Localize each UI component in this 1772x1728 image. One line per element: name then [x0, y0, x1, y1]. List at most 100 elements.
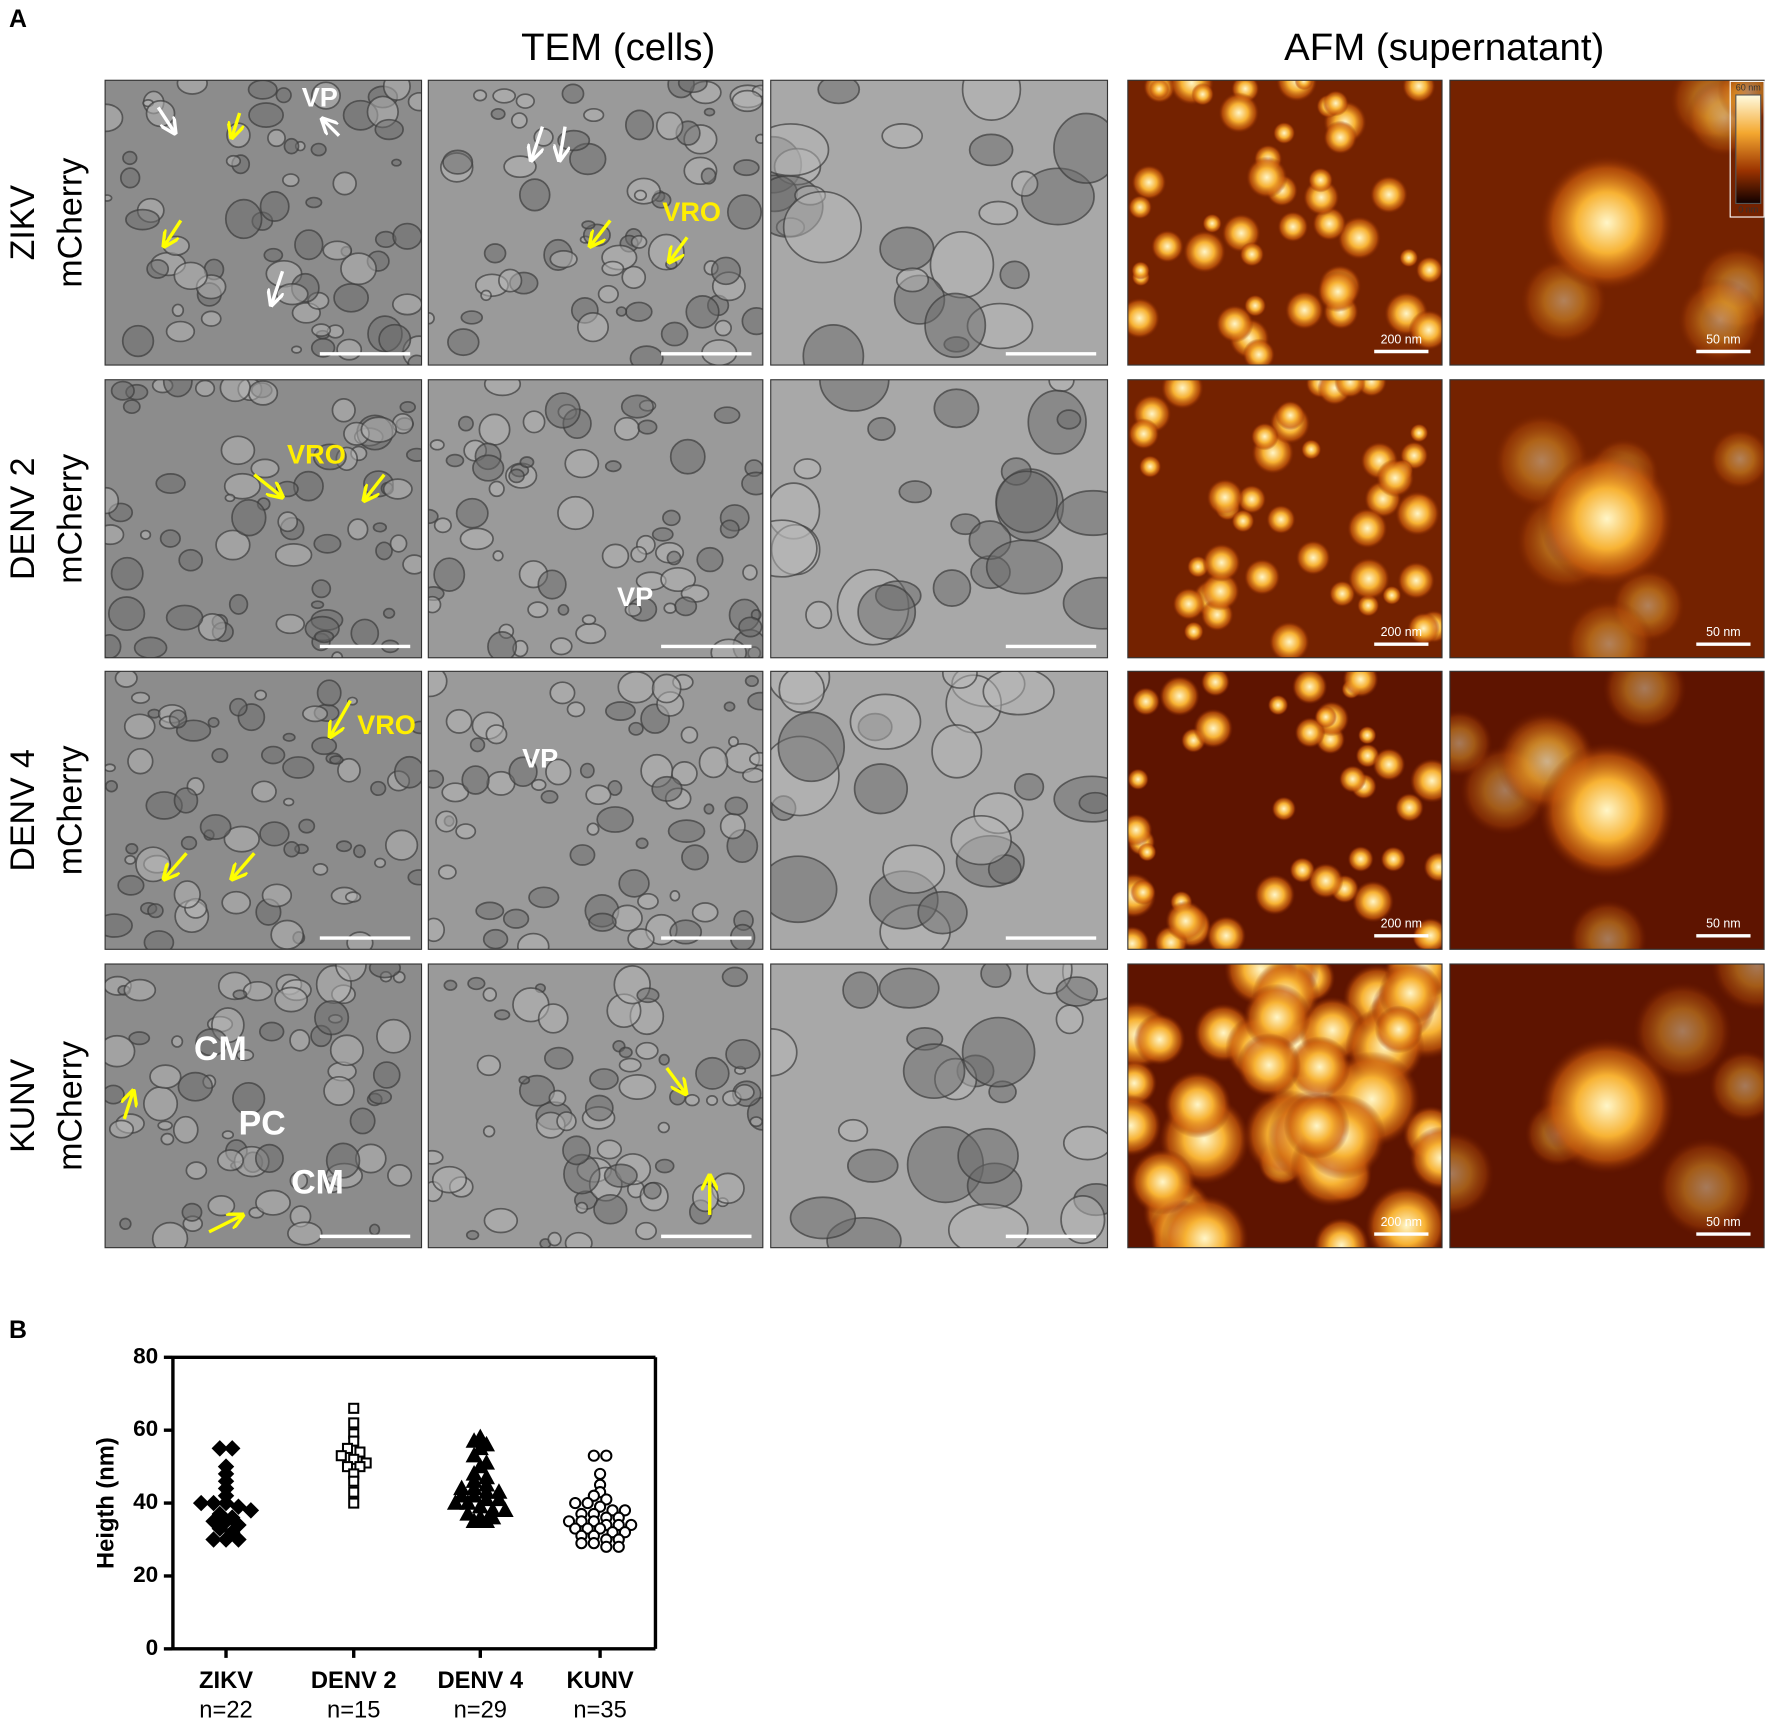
texture — [615, 306, 628, 317]
particle — [1657, 1137, 1756, 1237]
texture — [562, 1135, 591, 1166]
texture — [770, 123, 830, 177]
x-tick-label: ZIKV — [199, 1668, 253, 1694]
particle — [1329, 580, 1356, 607]
texture — [968, 133, 1014, 167]
texture — [105, 486, 120, 515]
image-content — [770, 964, 1108, 1248]
particle — [1237, 1033, 1301, 1098]
particle — [1313, 1217, 1370, 1248]
texture — [747, 691, 763, 711]
particle — [1449, 710, 1493, 777]
texture — [105, 763, 116, 773]
texture — [549, 637, 573, 656]
texture — [700, 167, 717, 185]
row-label: mCherry — [51, 745, 89, 875]
texture — [710, 638, 748, 658]
texture — [128, 1031, 151, 1046]
texture — [207, 716, 220, 728]
particle — [1284, 290, 1324, 330]
tem-image — [427, 379, 764, 659]
texture — [657, 1121, 670, 1134]
particle — [1161, 1194, 1249, 1248]
texture — [902, 1043, 966, 1100]
texture — [254, 689, 268, 701]
texture — [635, 1221, 657, 1241]
particle — [1239, 242, 1265, 267]
texture — [336, 338, 363, 361]
texture — [724, 796, 749, 816]
texture — [581, 220, 596, 230]
texture — [548, 1089, 567, 1107]
arrow — [232, 852, 256, 879]
texture — [480, 289, 492, 302]
texture — [564, 1231, 593, 1248]
point — [205, 1494, 222, 1512]
texture — [557, 495, 595, 531]
particle — [1347, 508, 1388, 549]
particle — [1374, 1005, 1423, 1054]
image-annotation: VP — [617, 581, 653, 612]
particle — [1244, 294, 1267, 317]
point — [348, 1497, 360, 1509]
particle — [1243, 983, 1311, 1052]
texture — [393, 755, 422, 789]
texture — [1062, 576, 1108, 630]
texture — [445, 708, 473, 734]
particle — [1200, 571, 1240, 611]
texture — [369, 1223, 381, 1236]
particle — [1218, 92, 1260, 134]
x-tick-label: KUNV — [566, 1668, 633, 1694]
texture — [583, 107, 605, 123]
arrow — [559, 126, 565, 161]
texture — [149, 1064, 182, 1089]
particle — [1151, 230, 1184, 263]
texture — [605, 701, 636, 721]
texture — [618, 1074, 657, 1101]
texture — [323, 1075, 355, 1106]
point — [341, 1442, 354, 1454]
point — [211, 1520, 229, 1537]
texture — [122, 399, 141, 415]
afm-image: 50 nm — [1449, 670, 1765, 950]
texture — [429, 439, 445, 451]
texture — [465, 1229, 480, 1241]
texture — [723, 701, 736, 712]
point — [459, 1505, 477, 1521]
texture — [651, 673, 682, 704]
texture — [159, 529, 181, 548]
texture — [431, 1165, 468, 1194]
particle — [1159, 675, 1200, 717]
texture — [283, 797, 295, 807]
texture — [165, 604, 204, 631]
texture — [117, 874, 145, 896]
texture — [627, 928, 655, 950]
particle — [1380, 846, 1407, 872]
row-label: mCherry — [51, 454, 89, 584]
texture — [669, 889, 681, 902]
texture — [181, 1202, 203, 1222]
tem-image — [104, 379, 423, 659]
particle — [1407, 612, 1440, 645]
texture — [345, 891, 362, 903]
image-content — [770, 379, 1108, 658]
texture — [110, 380, 135, 401]
texture — [391, 158, 402, 167]
texture — [601, 543, 630, 569]
particle — [1409, 758, 1443, 803]
arrow — [164, 219, 183, 246]
image-border — [770, 670, 1109, 950]
texture — [275, 283, 309, 306]
texture — [755, 133, 763, 144]
particle — [1137, 842, 1157, 862]
image-content — [105, 80, 422, 366]
particle — [1127, 813, 1153, 847]
texture — [293, 470, 324, 502]
texture — [620, 394, 655, 419]
texture — [544, 392, 581, 429]
texture — [355, 1143, 387, 1174]
texture — [168, 709, 188, 729]
texture — [221, 1130, 235, 1140]
texture — [223, 825, 260, 853]
